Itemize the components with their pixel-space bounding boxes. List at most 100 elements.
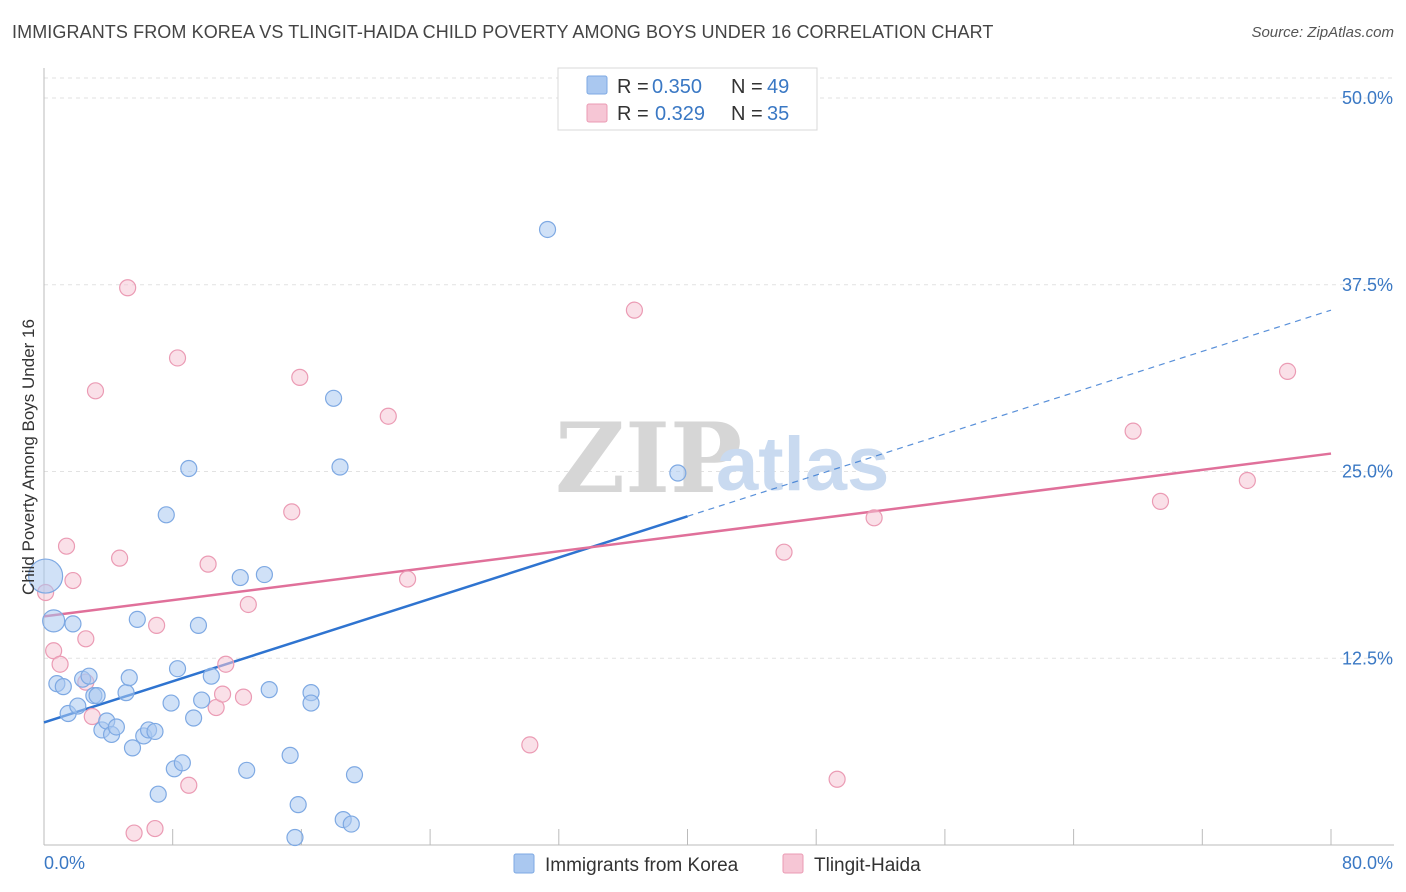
point-tlingit xyxy=(168,349,187,367)
point-korea xyxy=(64,615,82,633)
point-tlingit xyxy=(234,688,253,706)
point-tlingit xyxy=(1124,422,1142,440)
chart-title: IMMIGRANTS FROM KOREA VS TLINGIT-HAIDA C… xyxy=(12,22,994,42)
point-tlingit xyxy=(217,655,235,673)
point-tlingit xyxy=(1151,492,1170,510)
series-label-korea: Immigrants from Korea xyxy=(545,855,739,876)
x-tick-label-max: 80.0% xyxy=(1342,853,1393,873)
point-tlingit xyxy=(77,630,95,648)
point-tlingit xyxy=(57,537,76,555)
point-korea xyxy=(117,684,135,702)
point-tlingit xyxy=(521,736,539,754)
point-tlingit xyxy=(111,549,129,567)
y-axis-label: Child Poverty Among Boys Under 16 xyxy=(19,319,38,595)
point-korea xyxy=(180,459,198,478)
legend-n-value-tlingit: 35 xyxy=(767,103,789,125)
point-korea xyxy=(162,694,180,712)
point-korea xyxy=(123,739,142,757)
legend-r-label-korea: R = xyxy=(617,76,649,98)
point-korea xyxy=(302,694,320,712)
point-korea xyxy=(345,766,364,784)
point-tlingit xyxy=(283,503,301,521)
point-tlingit xyxy=(51,655,69,673)
point-korea xyxy=(107,718,125,736)
point-korea xyxy=(281,746,299,764)
point-tlingit xyxy=(213,685,232,703)
legend-r-value-korea: 0.350 xyxy=(652,76,702,98)
legend-n-value-korea: 49 xyxy=(767,76,789,98)
point-tlingit xyxy=(83,707,101,726)
point-korea xyxy=(324,389,343,407)
series-swatch-korea xyxy=(513,853,535,874)
point-korea xyxy=(289,796,307,814)
series-label-tlingit: Tlingit-Haida xyxy=(814,855,921,876)
watermark: ZIP atlas xyxy=(555,402,889,515)
point-tlingit xyxy=(64,571,82,590)
point-korea xyxy=(120,669,138,687)
point-korea xyxy=(146,722,164,741)
point-korea xyxy=(173,754,191,772)
trend-lines xyxy=(43,309,1332,724)
correlation-legend: R = 0.350 N = 49 R = 0.329 N = 35 xyxy=(557,67,818,131)
y-tick-label: 50.0% xyxy=(1342,88,1393,108)
point-tlingit xyxy=(1278,362,1297,381)
watermark-atlas: atlas xyxy=(716,422,889,507)
trend-line-korea-extrapolated xyxy=(687,309,1332,517)
point-tlingit xyxy=(180,776,198,794)
point-korea xyxy=(28,558,64,594)
point-korea xyxy=(42,609,66,633)
point-korea xyxy=(260,681,278,699)
x-tick-label-min: 0.0% xyxy=(44,853,85,873)
point-tlingit xyxy=(199,555,217,573)
point-korea xyxy=(168,660,187,678)
point-tlingit xyxy=(125,824,143,842)
data-points xyxy=(28,220,1297,847)
point-tlingit xyxy=(146,819,164,838)
point-korea xyxy=(185,709,203,727)
watermark-zip: ZIP xyxy=(555,402,742,515)
y-tick-label: 25.0% xyxy=(1342,462,1393,482)
point-korea xyxy=(202,667,220,685)
point-tlingit xyxy=(775,543,793,561)
series-swatch-tlingit xyxy=(782,853,804,874)
series-legend: Immigrants from Korea Tlingit-Haida xyxy=(513,853,921,876)
point-korea xyxy=(189,616,208,634)
point-tlingit xyxy=(119,279,137,297)
legend-n-label-korea: N = xyxy=(731,76,763,98)
legend-swatch-korea xyxy=(586,75,608,95)
point-korea xyxy=(69,697,87,715)
point-korea xyxy=(157,506,175,524)
point-korea xyxy=(231,568,249,587)
point-tlingit xyxy=(148,616,166,634)
point-korea xyxy=(538,220,557,239)
point-korea xyxy=(80,667,98,685)
gridlines xyxy=(44,77,1394,659)
point-korea xyxy=(255,565,273,584)
axes: 12.5% 25.0% 37.5% 50.0% 0.0% 80.0% xyxy=(43,68,1394,873)
trend-line-korea xyxy=(43,515,688,724)
point-korea xyxy=(286,828,304,847)
legend-swatch-tlingit xyxy=(586,103,608,123)
legend-r-value-tlingit: 0.329 xyxy=(655,103,705,125)
y-tick-label: 37.5% xyxy=(1342,275,1393,295)
point-tlingit xyxy=(828,770,846,788)
point-tlingit xyxy=(379,407,397,425)
point-korea xyxy=(193,691,211,709)
point-korea xyxy=(88,686,106,705)
point-korea xyxy=(128,610,146,629)
chart-source: Source: ZipAtlas.com xyxy=(1251,24,1394,41)
y-tick-label: 12.5% xyxy=(1342,648,1393,668)
point-korea xyxy=(149,785,167,803)
point-tlingit xyxy=(291,368,309,386)
point-korea xyxy=(342,815,360,833)
point-korea xyxy=(54,678,72,696)
point-tlingit xyxy=(865,509,883,527)
point-tlingit xyxy=(398,570,417,588)
point-tlingit xyxy=(86,382,105,400)
point-korea xyxy=(238,761,256,779)
point-korea xyxy=(669,464,687,482)
legend-r-label-tlingit: R = xyxy=(617,103,649,125)
point-tlingit xyxy=(625,301,644,319)
point-tlingit xyxy=(239,595,257,614)
